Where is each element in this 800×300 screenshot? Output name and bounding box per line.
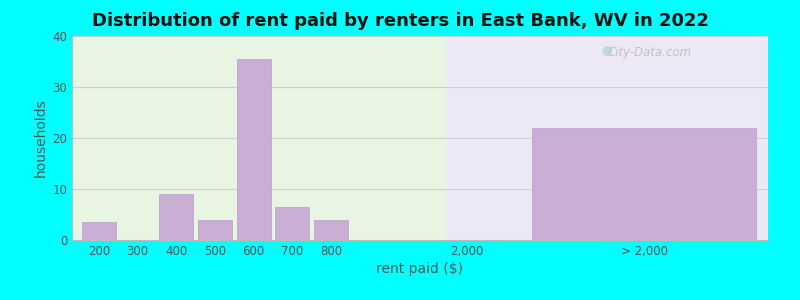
Bar [237, 59, 270, 240]
Bar [314, 220, 348, 240]
Bar [447, 36, 768, 240]
Bar [275, 207, 310, 240]
Bar [159, 194, 194, 240]
Bar [82, 222, 116, 240]
X-axis label: rent paid ($): rent paid ($) [377, 262, 463, 276]
Bar [532, 128, 756, 240]
Text: ⬤: ⬤ [601, 46, 612, 56]
Bar [72, 36, 447, 240]
Text: City-Data.com: City-Data.com [608, 46, 692, 59]
Bar [198, 220, 232, 240]
Text: Distribution of rent paid by renters in East Bank, WV in 2022: Distribution of rent paid by renters in … [91, 12, 709, 30]
Y-axis label: households: households [34, 99, 48, 177]
